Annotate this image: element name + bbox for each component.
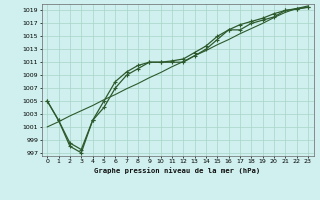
X-axis label: Graphe pression niveau de la mer (hPa): Graphe pression niveau de la mer (hPa) bbox=[94, 167, 261, 174]
